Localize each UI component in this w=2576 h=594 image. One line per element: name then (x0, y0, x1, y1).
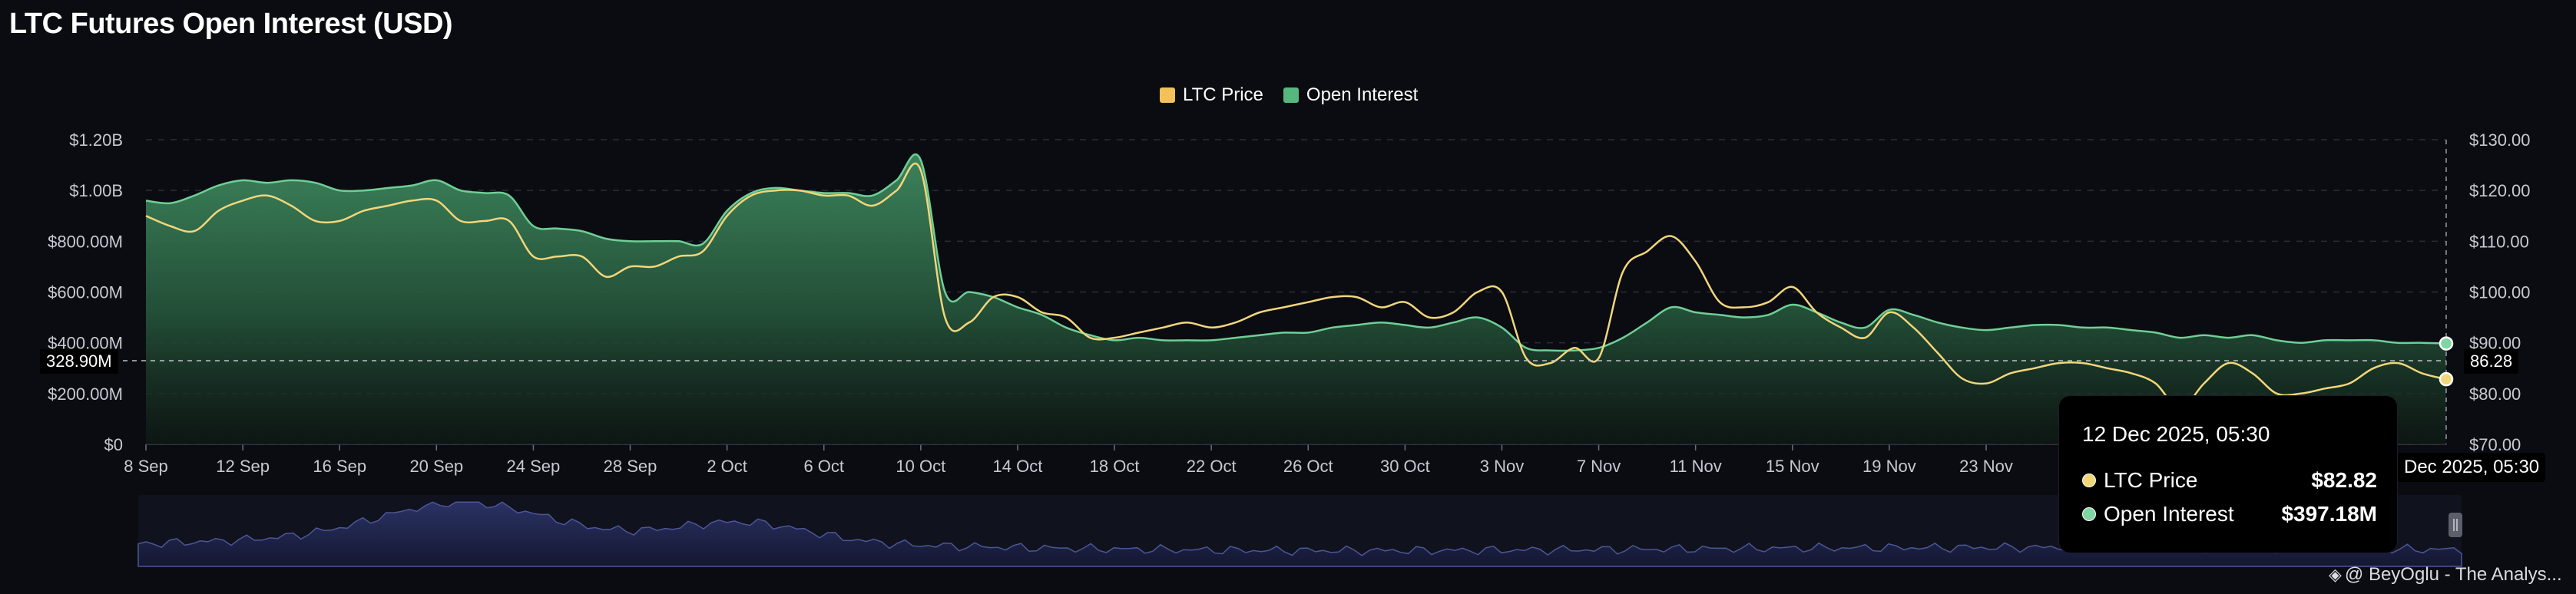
watermark-text: @ BeyOglu - The Analys... (2344, 564, 2562, 585)
series-line-ltc-price (145, 162, 2447, 410)
y-right-tick-label: $130.00 (2469, 130, 2531, 150)
tooltip-value-open-interest: $397.18M (2281, 502, 2377, 526)
crosshair (123, 140, 2454, 444)
tooltip-dot-open-interest (2082, 507, 2096, 521)
tooltip-row-ltc-price: LTC Price $82.82 (2082, 468, 2377, 493)
y-right-tick-label: $100.00 (2469, 283, 2531, 302)
y-left-tick-label: $800.00M (48, 232, 123, 251)
tooltip-value-ltc-price: $82.82 (2311, 468, 2377, 492)
tooltip-dot-ltc-price (2082, 474, 2096, 487)
tooltip-name-ltc-price: LTC Price (2104, 468, 2198, 492)
x-tick-label: 28 Sep (604, 457, 657, 476)
x-tick-label: 10 Oct (896, 457, 945, 476)
x-tick-label: 22 Oct (1187, 457, 1237, 476)
crosshair-y-left-label: 328.90M (40, 349, 118, 374)
series-area-open-interest (146, 154, 2446, 444)
y-left-tick-label: $1.00B (69, 181, 123, 200)
legend-label-open-interest: Open Interest (1306, 84, 1419, 105)
x-tick-label: 19 Nov (1862, 457, 1916, 476)
x-tick-label: 6 Oct (803, 457, 844, 476)
x-tick-label: 7 Nov (1577, 457, 1621, 476)
chart-series (145, 153, 2447, 444)
x-tick-label: 18 Oct (1090, 457, 1140, 476)
x-tick-label: 3 Nov (1480, 457, 1524, 476)
y-right-tick-label: $110.00 (2469, 232, 2529, 251)
x-tick-label: 16 Sep (313, 457, 366, 476)
marker-ltc-price (2439, 371, 2454, 387)
y-right-tick-label: $120.00 (2469, 181, 2531, 200)
series-line-open-interest (145, 153, 2447, 352)
x-tick-label: 26 Oct (1283, 457, 1333, 476)
y-right-tick-label: $70.00 (2469, 435, 2521, 454)
tooltip-row-open-interest: Open Interest $397.18M (2082, 502, 2377, 526)
chart-title: LTC Futures Open Interest (USD) (9, 8, 453, 40)
legend-item-ltc-price[interactable]: LTC Price (1160, 84, 1263, 106)
y-axis-right: $70.00$80.00$90.00$100.00$110.00$120.00$… (2469, 130, 2531, 454)
y-left-tick-label: $600.00M (48, 283, 123, 302)
x-tick-label: 23 Nov (1959, 457, 2013, 476)
y-left-tick-label: $0 (104, 435, 123, 454)
chart-tooltip: 12 Dec 2025, 05:30 LTC Price $82.82 Open… (2059, 396, 2397, 553)
x-axis: 8 Sep 12 Sep 16 Sep 20 Sep 24 Sep 28 Sep 2 Oct… (124, 444, 2446, 476)
x-tick-label: 11 Nov (1670, 457, 1722, 476)
tooltip-time: 12 Dec 2025, 05:30 (2082, 422, 2270, 446)
y-left-tick-label: $200.00M (48, 384, 123, 404)
legend-swatch-ltc-price (1160, 87, 1175, 103)
x-tick-label: 15 Nov (1766, 457, 1819, 476)
navigator-handle[interactable] (2449, 513, 2462, 537)
legend-item-open-interest[interactable]: Open Interest (1283, 84, 1418, 106)
x-tick-label: 20 Sep (409, 457, 463, 476)
chart-legend: LTC Price Open Interest (1160, 84, 1418, 106)
x-tick-label: 2 Oct (707, 457, 747, 476)
legend-label-ltc-price: LTC Price (1183, 84, 1263, 105)
crosshair-x-label: Dec 2025, 05:30 (2398, 453, 2546, 482)
x-tick-label: 30 Oct (1380, 457, 1430, 476)
diamond-icon: ◈ (2329, 565, 2342, 584)
y-right-tick-label: $80.00 (2469, 384, 2521, 404)
marker-open-interest (2439, 336, 2454, 351)
y-axis-left: $0$200.00M$400.00M$600.00M$800.00M$1.00B… (48, 130, 123, 454)
x-tick-label: 24 Sep (507, 457, 561, 476)
legend-swatch-open-interest (1283, 87, 1299, 103)
x-tick-label: 8 Sep (124, 457, 168, 476)
crosshair-y-right-label: 86.28 (2464, 349, 2519, 374)
watermark: ◈ @ BeyOglu - The Analys... (2329, 564, 2562, 586)
x-tick-label: 12 Sep (216, 457, 270, 476)
tooltip-name-open-interest: Open Interest (2104, 502, 2234, 526)
x-tick-label: 14 Oct (993, 457, 1043, 476)
y-left-tick-label: $1.20B (69, 130, 123, 150)
